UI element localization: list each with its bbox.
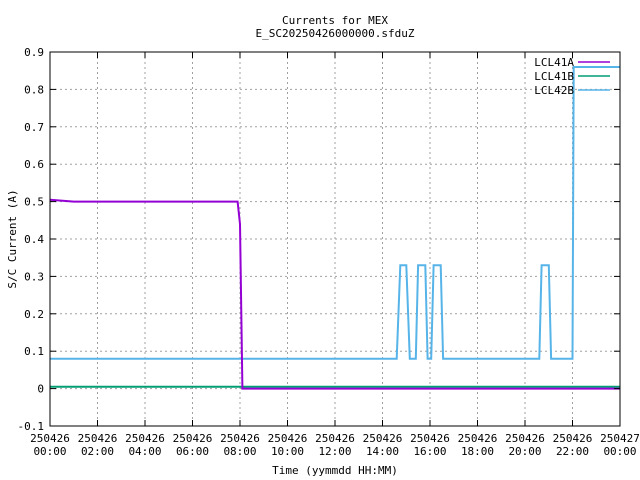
y-tick-label: 0 xyxy=(37,383,44,396)
x-tick-label-time: 20:00 xyxy=(508,445,541,458)
y-axis-label: S/C Current (A) xyxy=(6,189,19,288)
x-tick-label-time: 22:00 xyxy=(556,445,589,458)
x-tick-label-time: 10:00 xyxy=(271,445,304,458)
legend-label: LCL42B xyxy=(534,84,574,97)
y-tick-label: 0.7 xyxy=(24,121,44,134)
x-tick-label-date: 250426 xyxy=(220,432,260,445)
x-tick-label-time: 04:00 xyxy=(128,445,161,458)
y-tick-label: 0.4 xyxy=(24,233,44,246)
y-tick-label: 0.3 xyxy=(24,270,44,283)
x-tick-label-date: 250426 xyxy=(505,432,545,445)
x-axis-ticks: 25042600:0025042602:0025042604:002504260… xyxy=(30,52,640,458)
y-tick-label: 0.6 xyxy=(24,158,44,171)
x-tick-label-date: 250426 xyxy=(553,432,593,445)
x-tick-label-date: 250426 xyxy=(125,432,165,445)
chart-title: Currents for MEX xyxy=(282,14,388,27)
x-tick-label-time: 06:00 xyxy=(176,445,209,458)
x-tick-label-time: 02:00 xyxy=(81,445,114,458)
x-tick-label-time: 00:00 xyxy=(603,445,636,458)
x-tick-label-date: 250426 xyxy=(173,432,213,445)
x-tick-label-date: 250426 xyxy=(268,432,308,445)
x-tick-label-date: 250426 xyxy=(363,432,403,445)
y-tick-label: 0.1 xyxy=(24,345,44,358)
y-tick-label: 0.2 xyxy=(24,308,44,321)
x-tick-label-time: 08:00 xyxy=(223,445,256,458)
x-tick-label-time: 18:00 xyxy=(461,445,494,458)
legend-label: LCL41A xyxy=(534,56,574,69)
x-tick-label-time: 00:00 xyxy=(33,445,66,458)
x-tick-label-date: 250426 xyxy=(315,432,355,445)
x-axis-label: Time (yymmdd HH:MM) xyxy=(272,464,398,477)
y-axis-ticks: -0.1 0 0.1 0.2 0.3 0.4 0.5 0.6 0.7 0.8 0.9 xyxy=(18,46,620,433)
legend-label: LCL41B xyxy=(534,70,574,83)
y-tick-label: -0.1 xyxy=(18,420,45,433)
chart-subtitle: E_SC20250426000000.sfduZ xyxy=(256,27,415,40)
x-tick-label-date: 250426 xyxy=(458,432,498,445)
y-tick-label: 0.5 xyxy=(24,196,44,209)
y-tick-label: 0.8 xyxy=(24,83,44,96)
x-tick-label-time: 14:00 xyxy=(366,445,399,458)
series-lines xyxy=(49,66,620,390)
series-line-lcl42b xyxy=(50,66,620,360)
x-tick-label-time: 12:00 xyxy=(318,445,351,458)
x-tick-label-date: 250426 xyxy=(30,432,70,445)
x-tick-label-time: 16:00 xyxy=(413,445,446,458)
series-line-lcl41a xyxy=(49,198,620,390)
x-tick-label-date: 250426 xyxy=(410,432,450,445)
x-tick-label-date: 250427 xyxy=(600,432,640,445)
y-tick-label: 0.9 xyxy=(24,46,44,59)
x-tick-label-date: 250426 xyxy=(78,432,118,445)
